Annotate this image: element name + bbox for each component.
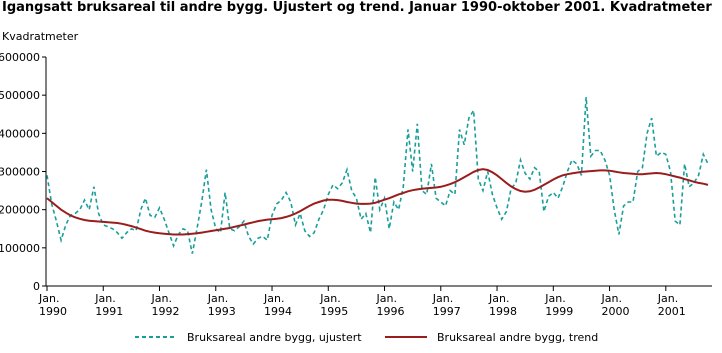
y-tick-label: 400000 <box>0 127 40 140</box>
legend-label: Bruksareal andre bygg, ujustert <box>187 331 362 344</box>
x-tick-label: Jan. 1995 <box>320 292 349 318</box>
legend-label: Bruksareal andre bygg, trend <box>437 331 598 344</box>
x-tick-label: Jan. 1994 <box>264 292 293 318</box>
x-tick-label: Jan. 1998 <box>489 292 518 318</box>
y-tick-label: 0 <box>33 280 40 293</box>
x-tick-label: Jan. 1991 <box>95 292 124 318</box>
x-tick-label: Jan. 1996 <box>376 292 405 318</box>
x-tick-label: Jan. 1993 <box>207 292 236 318</box>
x-tick-label: Jan. 1990 <box>39 292 67 318</box>
x-tick-label: Jan. 2001 <box>657 292 686 318</box>
y-tick-label: 200000 <box>0 204 40 217</box>
y-tick-label: 300000 <box>0 166 40 179</box>
y-tick-label: 500000 <box>0 89 40 102</box>
y-tick-label: 600000 <box>0 51 40 64</box>
y-axis-label: Kvadratmeter <box>2 30 79 43</box>
data-line <box>46 168 709 236</box>
chart-title: Igangsatt bruksareal til andre bygg. Uju… <box>2 0 712 15</box>
x-tick-label: Jan. 2000 <box>601 292 630 318</box>
data-line <box>46 97 709 254</box>
y-tick-label: 100000 <box>0 242 40 255</box>
x-tick-label: Jan. 1997 <box>432 292 461 318</box>
x-tick-label: Jan. 1992 <box>151 292 180 318</box>
x-tick-label: Jan. 1999 <box>545 292 574 318</box>
